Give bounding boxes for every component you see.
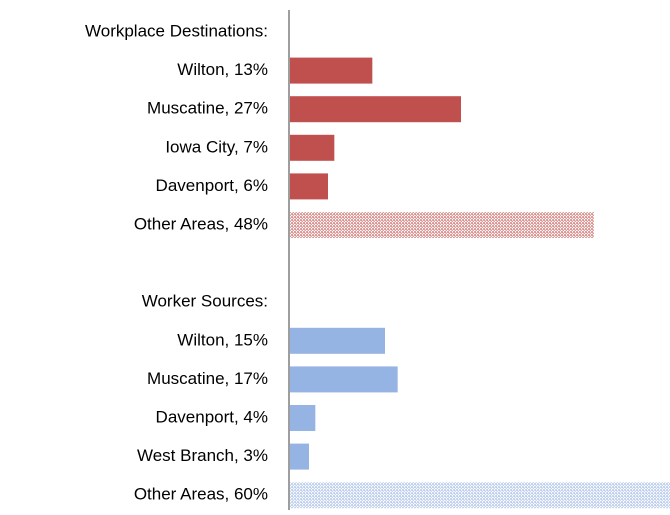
bar	[290, 327, 385, 354]
category-label: Wilton, 13%	[177, 60, 268, 79]
bar	[290, 96, 461, 123]
bar	[290, 173, 328, 200]
category-label: Other Areas, 60%	[134, 485, 268, 504]
bar	[290, 482, 670, 509]
group-label: Worker Sources:	[142, 292, 268, 311]
bar	[290, 134, 335, 161]
bar	[290, 57, 373, 84]
category-label: Davenport, 6%	[156, 176, 268, 195]
category-label: Iowa City, 7%	[165, 137, 268, 156]
category-label: West Branch, 3%	[137, 446, 268, 465]
category-label: Other Areas, 48%	[134, 214, 268, 233]
category-label: Wilton, 15%	[177, 330, 268, 349]
group-label: Workplace Destinations:	[85, 21, 268, 40]
bar	[290, 405, 316, 431]
category-label: Muscatine, 17%	[147, 369, 268, 388]
category-label: Muscatine, 27%	[147, 99, 268, 118]
category-label: Davenport, 4%	[156, 407, 268, 426]
bar	[290, 443, 309, 470]
bar	[290, 366, 398, 393]
bar	[290, 212, 594, 238]
